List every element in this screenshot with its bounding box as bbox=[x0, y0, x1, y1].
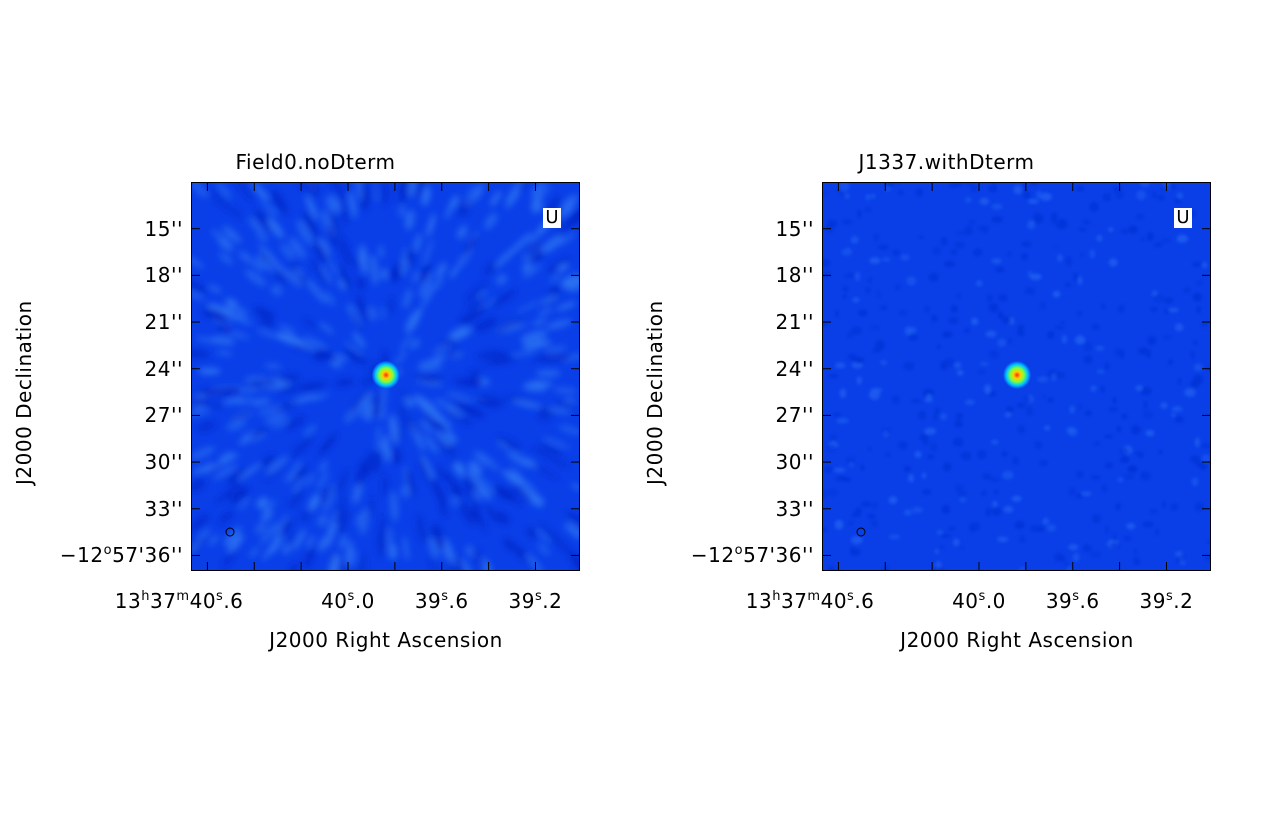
plot-frame bbox=[191, 182, 580, 571]
x-tick-label: 40s.0 bbox=[321, 589, 375, 613]
y-tick-label: 15'' bbox=[144, 216, 183, 241]
beam-ellipse bbox=[856, 527, 866, 537]
y-tick-label: 30'' bbox=[144, 450, 183, 475]
x-tick-label: 39s.6 bbox=[414, 589, 469, 613]
y-tick-label: 21'' bbox=[775, 310, 814, 335]
y-tick-label: −12o57'36'' bbox=[690, 543, 814, 568]
plot-canvas bbox=[822, 182, 1211, 571]
y-tick-label: 21'' bbox=[144, 310, 183, 335]
y-tick-label: 33'' bbox=[775, 496, 814, 521]
x-tick-label: 40s.0 bbox=[952, 589, 1006, 613]
stokes-label: U bbox=[1174, 208, 1192, 228]
y-axis-label: J2000 Declination bbox=[12, 300, 36, 485]
plot-title: Field0.noDterm bbox=[235, 150, 396, 174]
source-blob bbox=[372, 361, 400, 389]
y-tick-label: 18'' bbox=[144, 263, 183, 288]
beam-ellipse bbox=[225, 527, 235, 537]
source-blob bbox=[1003, 361, 1031, 389]
image-panel-right: J1337.withDterm 15'' 18'' 21'' 24'' 27'' 30'' 3… bbox=[631, 0, 1262, 832]
image-panel-left: Field0.noDterm 15'' 18'' 21'' 24'' 27'' 30'' 33… bbox=[12, 150, 580, 652]
y-tick-label: 24'' bbox=[775, 356, 814, 381]
x-tick-label: 39s.2 bbox=[508, 589, 563, 613]
noise-texture bbox=[191, 182, 580, 571]
y-axis-label: J2000 Declination bbox=[643, 300, 667, 485]
x-tick-label: 13h37m40s.6 bbox=[114, 589, 244, 613]
y-tick-label: 33'' bbox=[144, 496, 183, 521]
plot-frame bbox=[822, 182, 1211, 571]
x-tick-label: 39s.2 bbox=[1139, 589, 1194, 613]
y-tick-label: 27'' bbox=[775, 403, 814, 428]
y-tick-label: −12o57'36'' bbox=[59, 543, 183, 568]
y-tick-label: 24'' bbox=[144, 356, 183, 381]
y-tick-label: 27'' bbox=[144, 403, 183, 428]
x-tick-label: 13h37m40s.6 bbox=[745, 589, 875, 613]
y-tick-label: 15'' bbox=[775, 216, 814, 241]
stokes-label: U bbox=[543, 208, 561, 228]
x-axis-label: J2000 Right Ascension bbox=[900, 628, 1134, 652]
plot-canvas bbox=[191, 182, 580, 571]
x-axis-label: J2000 Right Ascension bbox=[269, 628, 503, 652]
y-tick-label: 18'' bbox=[775, 263, 814, 288]
y-tick-label: 30'' bbox=[775, 450, 814, 475]
x-tick-label: 39s.6 bbox=[1045, 589, 1100, 613]
noise-texture bbox=[822, 182, 1211, 571]
plot-title: J1337.withDterm bbox=[858, 150, 1035, 174]
